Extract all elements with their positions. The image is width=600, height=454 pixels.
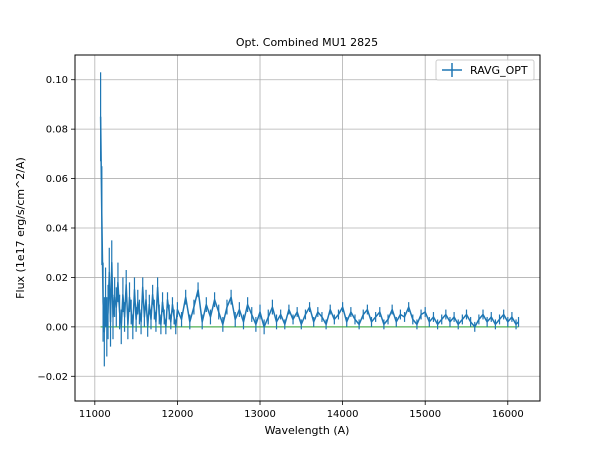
y-tick-label: 0.04 xyxy=(46,224,68,235)
y-tick-label: 0.06 xyxy=(46,174,68,185)
ticks-layer: 11000 12000 13000 14000 15000 16000 −0.02 0.00 0… xyxy=(37,75,523,420)
y-tick-label: 0.08 xyxy=(46,125,68,136)
x-tick-label: 11000 xyxy=(79,409,111,420)
chart-title: Opt. Combined MU1 2825 xyxy=(236,36,378,49)
y-axis-label: Flux (1e17 erg/s/cm^2/A) xyxy=(14,157,27,299)
y-tick-label: −0.02 xyxy=(37,372,68,383)
x-tick-label: 14000 xyxy=(327,409,359,420)
series-line-ravg-opt xyxy=(99,116,520,333)
y-tick-label: 0.00 xyxy=(46,322,68,333)
y-tick-label: 0.02 xyxy=(46,273,68,284)
x-tick-label: 16000 xyxy=(492,409,524,420)
y-tick-label: 0.10 xyxy=(46,75,68,86)
x-axis-label: Wavelength (A) xyxy=(265,424,350,437)
x-tick-label: 13000 xyxy=(244,409,276,420)
x-tick-label: 12000 xyxy=(162,409,194,420)
legend-box xyxy=(435,59,535,81)
series-layer xyxy=(99,72,520,367)
legend-label: RAVG_OPT xyxy=(470,64,528,77)
legend: RAVG_OPT xyxy=(435,59,535,81)
x-tick-label: 15000 xyxy=(409,409,441,420)
